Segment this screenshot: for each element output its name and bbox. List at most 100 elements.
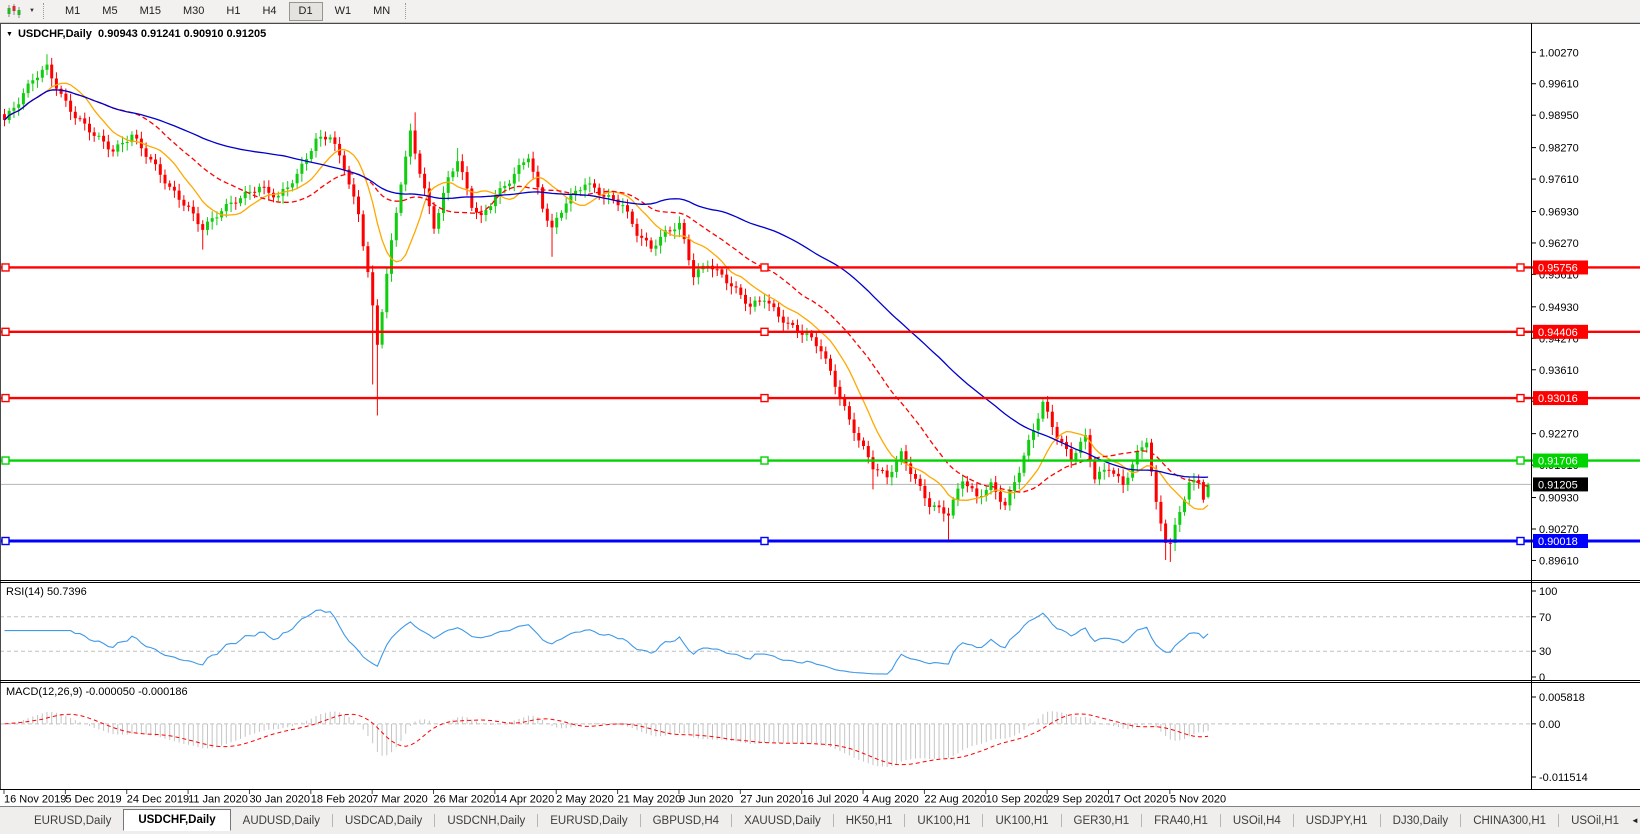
tab-audusd-daily[interactable]: AUDUSD,Daily <box>242 814 320 827</box>
candle-body <box>531 158 535 172</box>
candle-body <box>54 78 58 89</box>
candle-body <box>611 195 615 200</box>
candle-body <box>597 187 601 195</box>
candle-body <box>876 469 880 471</box>
line-drag-handle[interactable] <box>1 536 10 546</box>
candle-body <box>1098 471 1101 480</box>
tab-gbpusd-h4[interactable]: GBPUSD,H4 <box>652 814 720 827</box>
x-axis-date-label: 18 Feb 2020 <box>311 794 373 806</box>
chart-canvas[interactable]: 1.00270 0.99610 0.98950 0.98270 0.97610 0.969… <box>0 23 1640 806</box>
candle-body <box>729 283 733 287</box>
candle-body <box>394 212 398 241</box>
candle-body <box>121 143 124 145</box>
candle-body <box>522 162 526 165</box>
line-drag-handle[interactable] <box>1516 456 1525 465</box>
level-price-badge-label: 0.90018 <box>1538 536 1578 548</box>
candle-body <box>413 130 417 154</box>
candle-body <box>357 196 360 215</box>
y-axis-tick-label: 0.98950 <box>1539 110 1579 122</box>
candle-body <box>1201 482 1205 500</box>
tab-separator <box>904 814 906 827</box>
candle-body <box>998 491 1002 502</box>
timeframe-h4-button[interactable]: H4 <box>262 5 277 17</box>
candle-body <box>234 202 238 204</box>
tab-usdchf-daily[interactable]: USDCHF,Daily <box>123 808 231 831</box>
line-drag-handle[interactable] <box>1 327 10 337</box>
tab-usdcnh-daily[interactable]: USDCNH,Daily <box>447 814 526 827</box>
tab-fra40-h1[interactable]: FRA40,H1 <box>1154 814 1208 827</box>
candle-body <box>626 205 629 212</box>
candle-body <box>767 300 771 304</box>
candle-body <box>342 155 346 170</box>
moving-average-60-line <box>4 89 1209 478</box>
tab-usdjpy-h1[interactable]: USDJPY,H1 <box>1305 814 1368 827</box>
tab-uk100-h1[interactable]: UK100,H1 <box>995 814 1049 827</box>
tab-separator <box>1141 814 1143 827</box>
candle-body <box>824 351 828 359</box>
line-drag-handle[interactable] <box>760 536 769 546</box>
timeframe-m15-button[interactable]: M15 <box>139 5 161 17</box>
timeframe-d1-button[interactable]: D1 <box>288 1 323 21</box>
tab-usdcad-daily[interactable]: USDCAD,Daily <box>344 814 423 827</box>
line-drag-handle[interactable] <box>760 393 769 403</box>
symbol-dropdown-icon[interactable]: ▼ <box>6 31 13 38</box>
candle-body <box>154 159 157 165</box>
tab-eurusd-daily[interactable]: EURUSD,Daily <box>34 814 112 827</box>
x-axis-date-label: 24 Dec 2019 <box>127 794 189 806</box>
tab-china300-h1[interactable]: CHINA300,H1 <box>1473 814 1547 827</box>
candle-body <box>295 173 299 184</box>
rsi-indicator-label: RSI(14) 50.7396 <box>6 586 87 598</box>
candle-body <box>744 294 747 304</box>
tab-hk50-h1[interactable]: HK50,H1 <box>845 814 893 827</box>
candle-body <box>508 183 511 186</box>
line-drag-handle[interactable] <box>1516 393 1525 403</box>
candle-body <box>489 206 493 210</box>
line-drag-handle[interactable] <box>760 327 769 337</box>
candle-body <box>833 370 837 387</box>
candlestick-chart-icon[interactable] <box>3 2 25 21</box>
candle-body <box>640 235 644 238</box>
tab-usoil-h1[interactable]: USOil,H1 <box>1571 814 1619 827</box>
candle-body <box>352 184 356 197</box>
tab-separator <box>1379 814 1381 827</box>
candle-body <box>1154 471 1158 502</box>
timeframe-m1-button[interactable]: M1 <box>65 5 81 17</box>
y-axis-tick-label: 1.00270 <box>1539 47 1579 59</box>
candle-body <box>267 186 271 193</box>
candle-body <box>947 513 950 516</box>
line-drag-handle[interactable] <box>1 393 10 403</box>
line-drag-handle[interactable] <box>760 263 769 272</box>
candle-body <box>423 173 427 189</box>
tab-xauusd-daily[interactable]: XAUUSD,Daily <box>744 814 821 827</box>
candle-body <box>758 300 762 302</box>
timeframe-h1-button[interactable]: H1 <box>226 5 241 17</box>
macd-axis-tick-label: -0.011514 <box>1539 772 1588 784</box>
tab-eurusd-daily[interactable]: EURUSD,Daily <box>550 814 628 827</box>
candle-body <box>319 136 323 139</box>
tab-usoil-h4[interactable]: USOil,H4 <box>1232 814 1281 827</box>
candle-body <box>177 190 181 200</box>
timeframe-m5-button[interactable]: M5 <box>102 5 118 17</box>
chevron-down-icon[interactable]: ▼ <box>29 8 35 14</box>
tab-ger30-h1[interactable]: GER30,H1 <box>1073 814 1130 827</box>
timeframe-m30-button[interactable]: M30 <box>182 5 205 17</box>
line-drag-handle[interactable] <box>760 456 769 465</box>
candle-body <box>248 191 252 193</box>
tab-uk100-h1[interactable]: UK100,H1 <box>917 814 971 827</box>
line-drag-handle[interactable] <box>1516 536 1525 546</box>
line-drag-handle[interactable] <box>1516 327 1525 337</box>
candle-body <box>479 212 483 216</box>
candle-body <box>470 188 474 208</box>
tab-separator <box>832 814 834 827</box>
line-drag-handle[interactable] <box>1 263 10 272</box>
scroll-tabs-left-icon[interactable]: ◄ <box>1631 816 1639 825</box>
tab-dj30-daily[interactable]: DJ30,Daily <box>1392 814 1449 827</box>
candle-body <box>569 195 573 204</box>
candle-body <box>1206 484 1210 497</box>
line-drag-handle[interactable] <box>1516 263 1525 272</box>
timeframe-mn-button[interactable]: MN <box>373 5 391 17</box>
line-drag-handle[interactable] <box>1 456 10 465</box>
candle-body <box>196 213 200 225</box>
candle-body <box>1088 435 1092 460</box>
timeframe-w1-button[interactable]: W1 <box>334 5 352 17</box>
